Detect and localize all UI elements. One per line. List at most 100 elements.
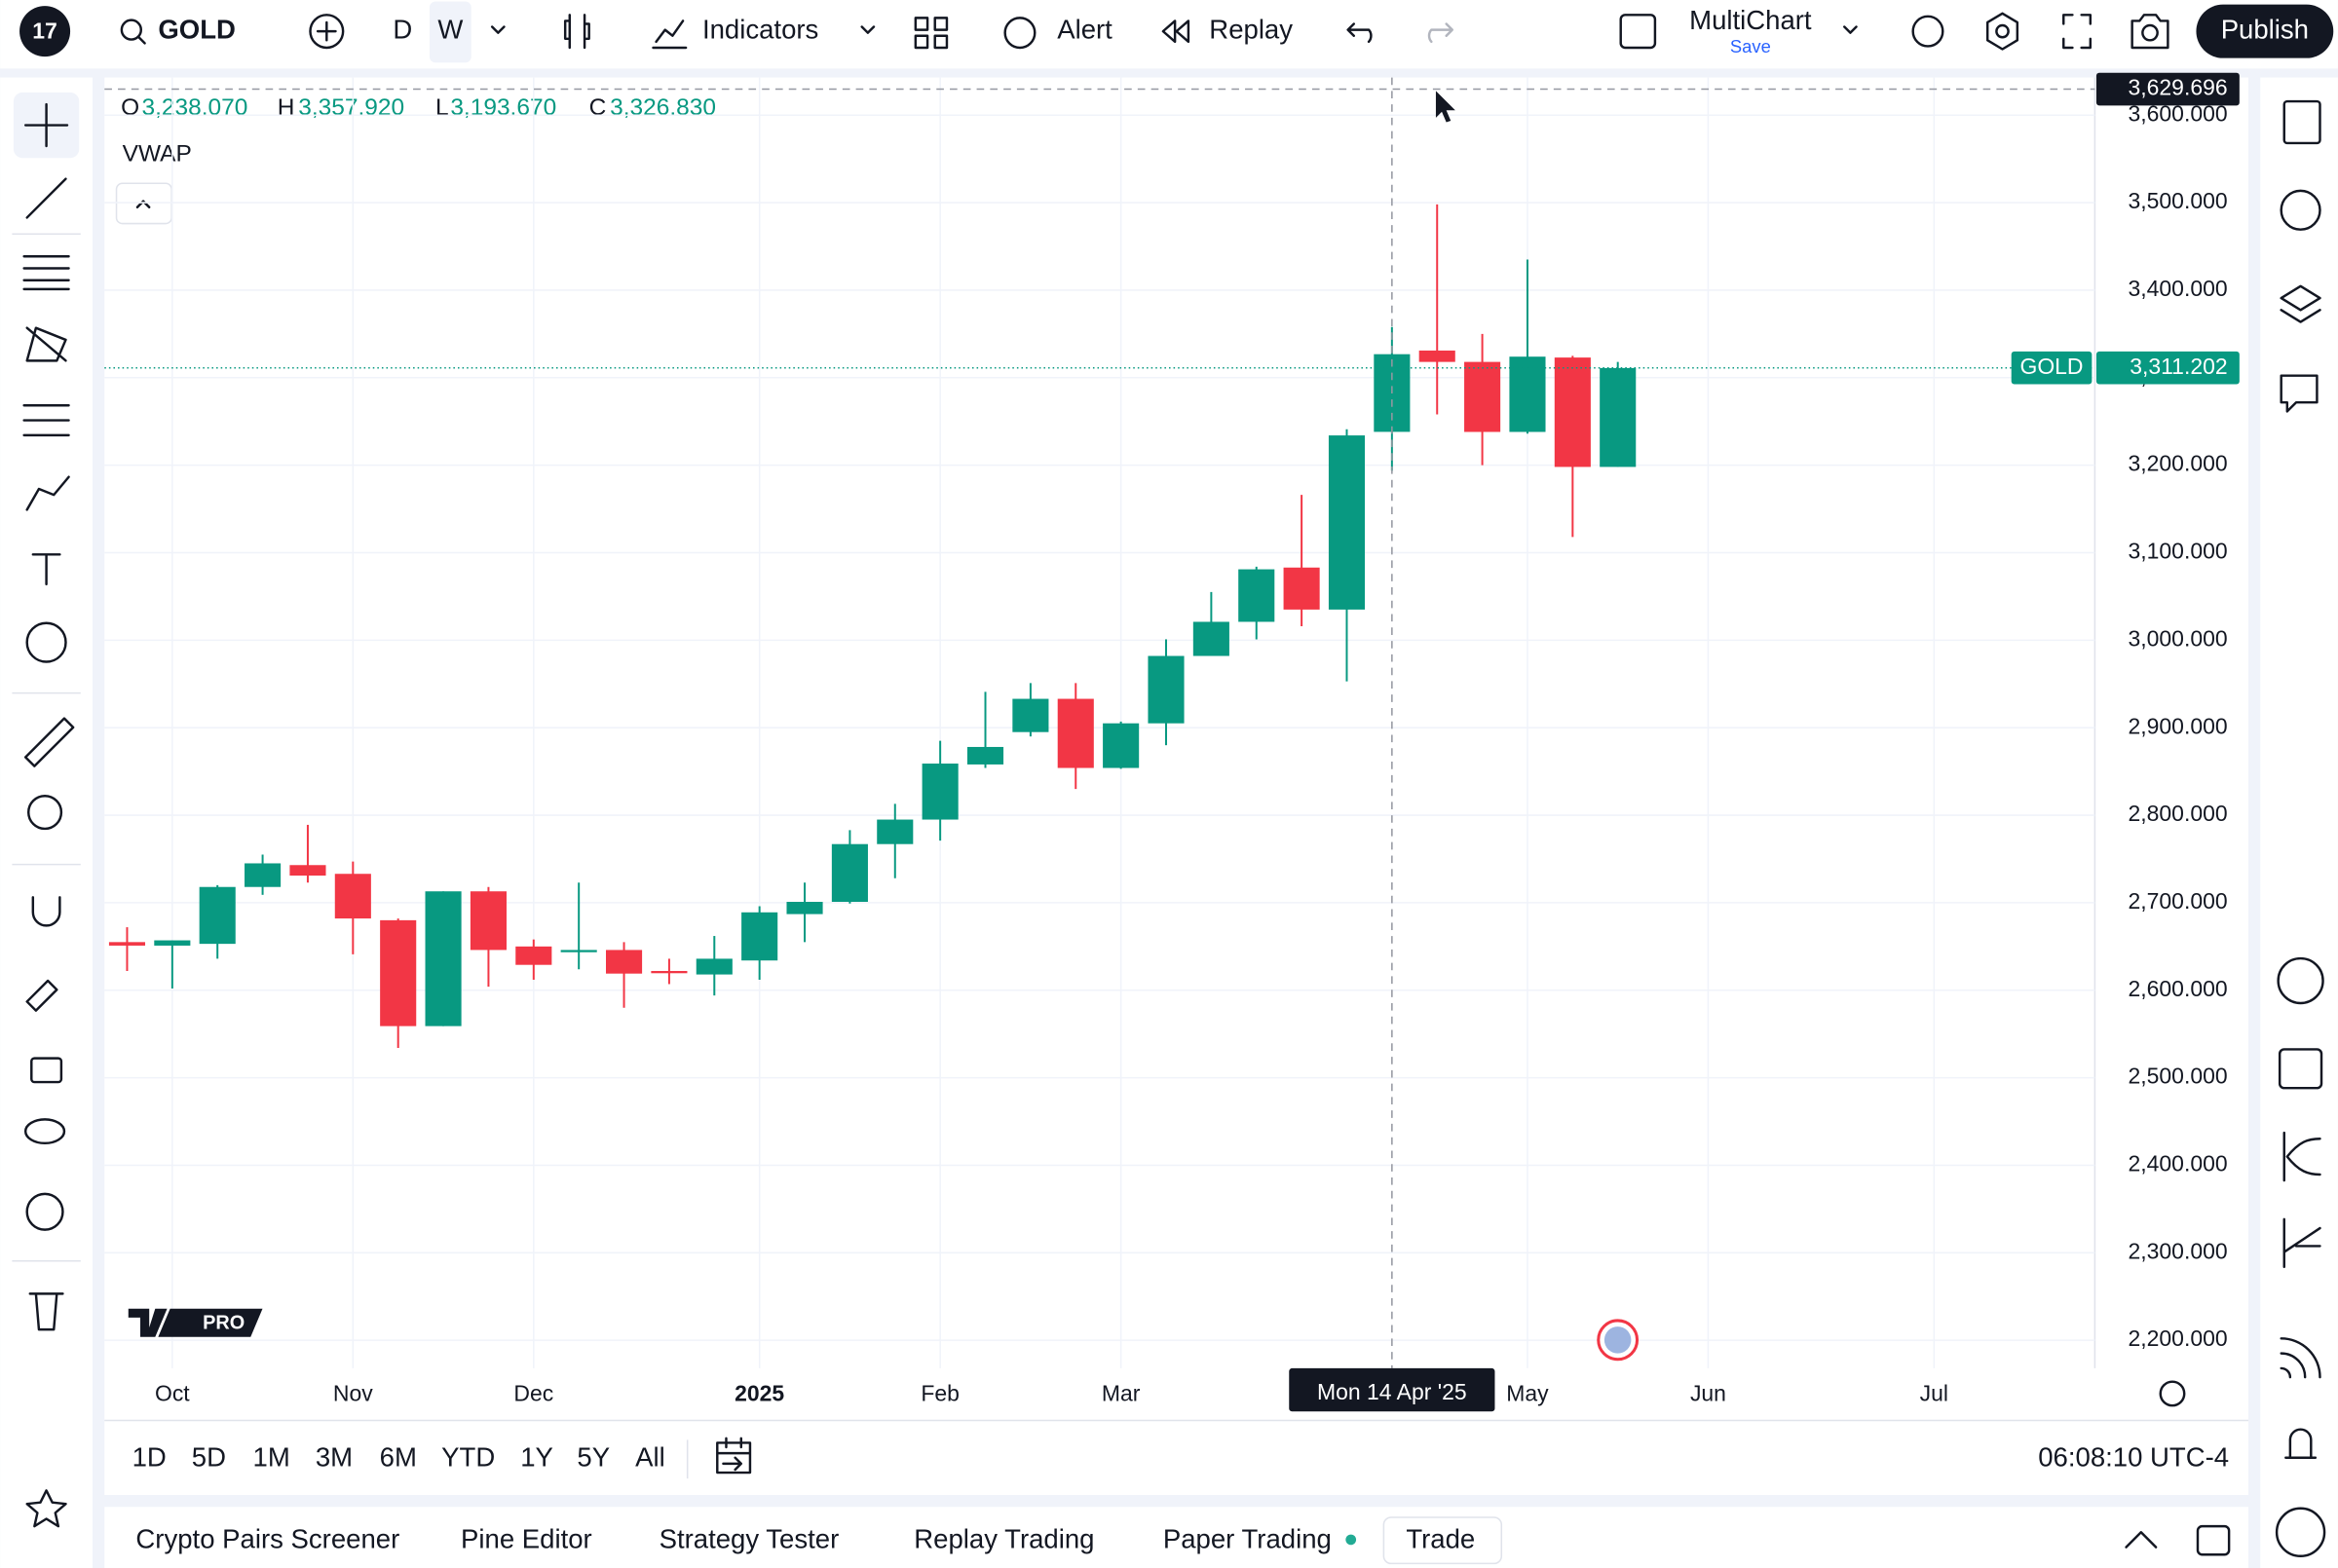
crosshair-tool[interactable] [23,102,69,148]
x-tick-label: Mar [1102,1381,1141,1406]
range-button[interactable]: 5D [192,1442,226,1473]
add-symbol[interactable] [309,14,345,50]
candle-body [199,886,236,945]
chart-type[interactable] [563,14,590,50]
candle-body [154,940,191,946]
replay[interactable]: Replay [1209,14,1293,44]
range-button[interactable]: 3M [316,1442,353,1473]
pattern-tool[interactable] [25,326,67,362]
alert[interactable]: Alert [1057,14,1112,44]
globe-tool[interactable] [25,1192,64,1231]
collapse-panel[interactable] [2125,1531,2158,1549]
cursor [1435,91,1455,123]
ideas[interactable] [2277,956,2324,1005]
ruler-tool[interactable] [23,717,75,767]
quick-search[interactable] [1911,15,1944,48]
legend-value: 3,357.920 [298,94,404,121]
legend-value: 3,238.070 [142,94,248,121]
chats[interactable] [2280,374,2319,413]
bottom-tab[interactable]: Crypto Pairs Screener [135,1524,399,1554]
price-tag [2095,351,2240,385]
fib-tool[interactable] [22,255,70,291]
zoom-tool[interactable] [27,795,63,831]
status-dot [1345,1534,1357,1546]
snapshot[interactable] [2131,14,2169,50]
x-tick-label: Oct [155,1381,190,1406]
favorites[interactable] [25,1489,67,1528]
strategy[interactable] [2282,1217,2321,1269]
undo[interactable] [1346,22,1373,44]
trash-tool[interactable] [28,1292,64,1331]
options[interactable] [2282,1131,2321,1182]
settings[interactable] [1985,12,2019,51]
candle-body [1464,361,1501,432]
x-tick-label: Jun [1690,1381,1726,1406]
range-button[interactable]: YTD [441,1442,495,1473]
candle-body [877,819,914,844]
help[interactable] [2275,1507,2326,1557]
x-tick-label: Jul [1920,1381,1948,1406]
snapshot [2141,23,2159,42]
interval[interactable]: D [393,14,412,44]
y-tick-label: 2,600.000 [2129,976,2228,1001]
axis-settings[interactable] [2159,1380,2186,1407]
calendar[interactable] [2278,1048,2323,1090]
bottom-tab[interactable]: Strategy Tester [660,1524,840,1554]
range-button[interactable]: 1M [253,1442,290,1473]
range-button[interactable]: 1Y [520,1442,553,1473]
logo[interactable] [19,6,71,57]
alerts-panel[interactable] [2280,189,2321,231]
watchlist[interactable] [2282,99,2321,145]
feeds[interactable] [2280,1337,2321,1379]
goto-date[interactable] [716,1437,752,1475]
y-tick-label: 3,400.000 [2129,276,2228,301]
layouts[interactable] [914,17,949,50]
notifications[interactable] [2284,1428,2318,1459]
lock-tool[interactable] [30,1057,63,1084]
y-tick-label: 3,500.000 [2129,188,2228,213]
fullscreen[interactable] [2062,14,2093,50]
layout-name[interactable]: MultiChart [1689,5,1812,35]
dropdown[interactable] [1843,25,1858,34]
range-button[interactable]: 1D [132,1442,167,1473]
crosshair-date-label: Mon 14 Apr '25 [1317,1379,1467,1404]
candle-body [922,764,959,820]
candles [108,204,1637,1049]
hide-tool[interactable] [23,1118,66,1145]
left-toolbar [0,77,94,1568]
indicators[interactable]: Indicators [702,14,818,44]
brush-tool[interactable] [25,475,70,511]
tab-active [1382,1516,1503,1565]
x-tick-label: Feb [921,1381,960,1406]
range-button[interactable]: All [635,1442,665,1473]
prediction-tool[interactable] [22,404,70,437]
stay-draw[interactable] [25,979,58,1012]
legend-value: 3,326.830 [610,94,716,121]
interval[interactable]: W [437,14,463,44]
indicator-name[interactable]: VWAP [123,141,192,168]
range-button[interactable]: 6M [380,1442,417,1473]
bottom-tab[interactable]: Paper Trading [1163,1524,1332,1554]
candle-body [1012,698,1049,732]
symbol[interactable]: GOLD [158,14,236,44]
bottom-tab[interactable]: Replay Trading [914,1524,1094,1554]
clock[interactable]: 06:08:10 UTC-4 [2038,1442,2229,1473]
bottom-tab[interactable]: Pine Editor [461,1524,592,1554]
candle-body [245,863,282,887]
emoji-tool[interactable] [25,621,67,663]
text-tool[interactable] [31,553,61,586]
data-window[interactable] [2280,284,2321,323]
redo[interactable] [1427,22,1454,44]
legend-label: O [121,94,139,121]
candle-body [1418,350,1455,362]
publish-button[interactable] [2196,4,2334,58]
range-button[interactable]: 5Y [577,1442,610,1473]
x-tick-label: Dec [513,1381,553,1406]
dropdown[interactable] [490,25,506,34]
bottom-tab[interactable]: Trade [1406,1524,1475,1554]
trend-line-tool[interactable] [25,177,67,219]
magnet-tool[interactable] [31,896,61,927]
maximize-panel[interactable] [2196,1524,2231,1556]
dropdown[interactable] [860,25,876,34]
right-toolbar [2260,77,2338,1568]
